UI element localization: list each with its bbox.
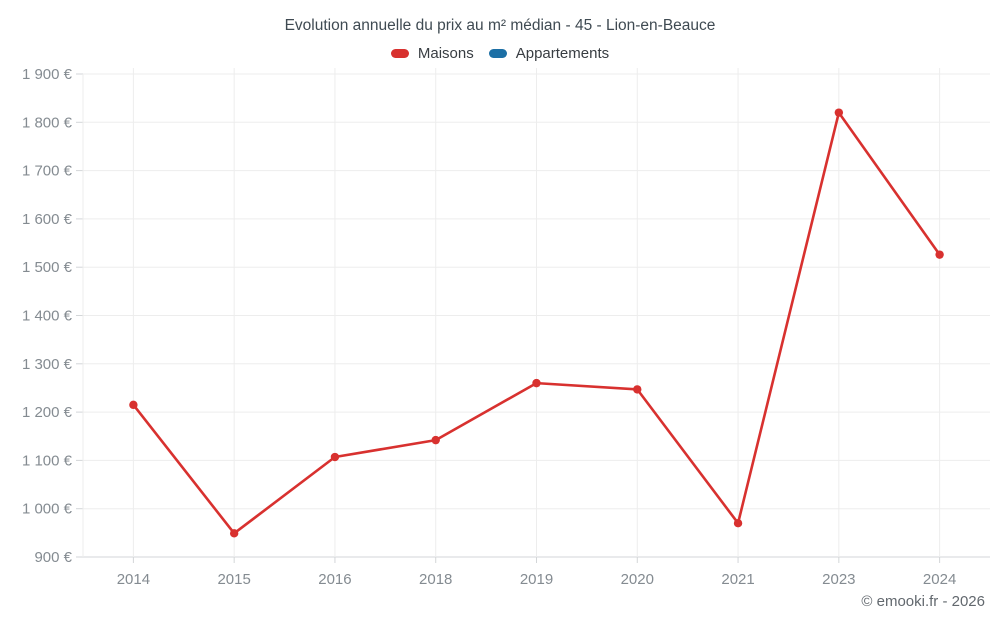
appartements-legend-swatch — [488, 49, 507, 58]
y-axis-label: 1 600 € — [22, 211, 73, 228]
y-axis-label: 1 000 € — [22, 501, 73, 518]
y-axis-label: 1 900 € — [22, 66, 73, 83]
x-axis-label: 2024 — [923, 571, 956, 588]
chart-title: Evolution annuelle du prix au m² médian … — [284, 17, 716, 34]
data-point-maisons-2021[interactable] — [733, 518, 743, 528]
data-point-maisons-2020[interactable] — [633, 385, 642, 394]
x-axis-label: 2014 — [117, 571, 150, 588]
data-point-maisons-2018[interactable] — [431, 435, 440, 445]
copyright-watermark: © emooki.fr - 2026 — [861, 593, 985, 610]
y-axis-label: 1 100 € — [22, 452, 73, 469]
legend-label-appartements: Appartements — [515, 45, 610, 62]
x-axis-label: 2019 — [520, 571, 553, 588]
x-axis-label: 2020 — [621, 571, 654, 588]
x-axis-label: 2015 — [217, 571, 250, 588]
x-axis-label: 2023 — [822, 571, 855, 588]
data-point-maisons-2019[interactable] — [532, 378, 541, 388]
data-point-maisons-2024[interactable] — [935, 250, 944, 259]
y-axis-label: 1 400 € — [22, 308, 73, 325]
y-axis-label: 1 300 € — [22, 356, 73, 373]
y-axis-label: 900 € — [34, 549, 72, 566]
y-axis-label: 1 700 € — [22, 163, 73, 180]
data-point-maisons-2016[interactable] — [330, 452, 340, 462]
y-axis-label: 1 200 € — [22, 404, 73, 421]
data-point-maisons-2014[interactable] — [129, 400, 138, 410]
x-axis-label: 2018 — [419, 571, 452, 588]
chart-legend: Maisons Appartements — [0, 45, 1000, 62]
data-point-maisons-2015[interactable] — [229, 529, 239, 538]
data-point-maisons-2023[interactable] — [834, 108, 844, 117]
legend-item-maisons[interactable]: Maisons — [390, 45, 474, 62]
legend-item-appartements[interactable]: Appartements — [488, 45, 610, 62]
x-axis-label: 2021 — [721, 571, 754, 588]
legend-label-maisons: Maisons — [417, 45, 474, 62]
x-axis-label: 2016 — [318, 571, 351, 588]
maisons-legend-swatch — [390, 49, 409, 58]
y-axis-label: 1 800 € — [22, 114, 73, 131]
y-axis-label: 1 500 € — [22, 259, 73, 276]
